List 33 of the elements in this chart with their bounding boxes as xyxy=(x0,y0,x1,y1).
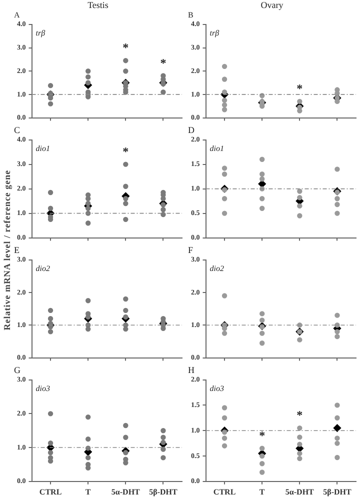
annotation: * xyxy=(122,144,129,158)
chart-title: G xyxy=(14,364,21,375)
chart-subtitle: B xyxy=(188,10,194,20)
annotation: dio2 xyxy=(36,264,50,273)
annotation: * xyxy=(259,428,266,442)
annotation: trβ xyxy=(210,28,220,38)
x-tick-label: 5β-DHT xyxy=(323,487,352,496)
chart-title: F xyxy=(188,244,194,255)
chart-title: H xyxy=(188,364,195,375)
annotation: dio1 xyxy=(36,144,50,153)
annotation: * xyxy=(122,40,129,55)
x-tick-label: CTRL xyxy=(213,487,236,496)
annotation: dio3 xyxy=(210,384,224,393)
annotation: * xyxy=(160,56,166,70)
x-tick-label: T xyxy=(259,487,266,496)
y-axis-title: Relative mRNA level / reference gene xyxy=(2,170,12,330)
annotation: * xyxy=(296,408,303,422)
annotation: dio3 xyxy=(36,384,50,393)
x-tick-label: 5α-DHT xyxy=(111,487,141,496)
x-tick-label: 5β-DHT xyxy=(149,487,178,496)
x-tick-label: CTRL xyxy=(39,487,62,496)
x-tick-label: T xyxy=(85,487,92,496)
x-tick-label: 5α-DHT xyxy=(285,487,315,496)
annotation: trβ xyxy=(36,28,46,38)
annotation: dio2 xyxy=(210,264,224,273)
chart-title: D xyxy=(188,124,195,135)
chart-title: Ovary xyxy=(260,0,284,10)
chart-title: C xyxy=(14,124,20,135)
chart-subtitle: A xyxy=(14,10,20,20)
chart-title: Testis xyxy=(88,0,109,10)
annotation: dio1 xyxy=(210,144,224,153)
annotation: * xyxy=(296,82,303,96)
chart-title: E xyxy=(14,244,20,255)
